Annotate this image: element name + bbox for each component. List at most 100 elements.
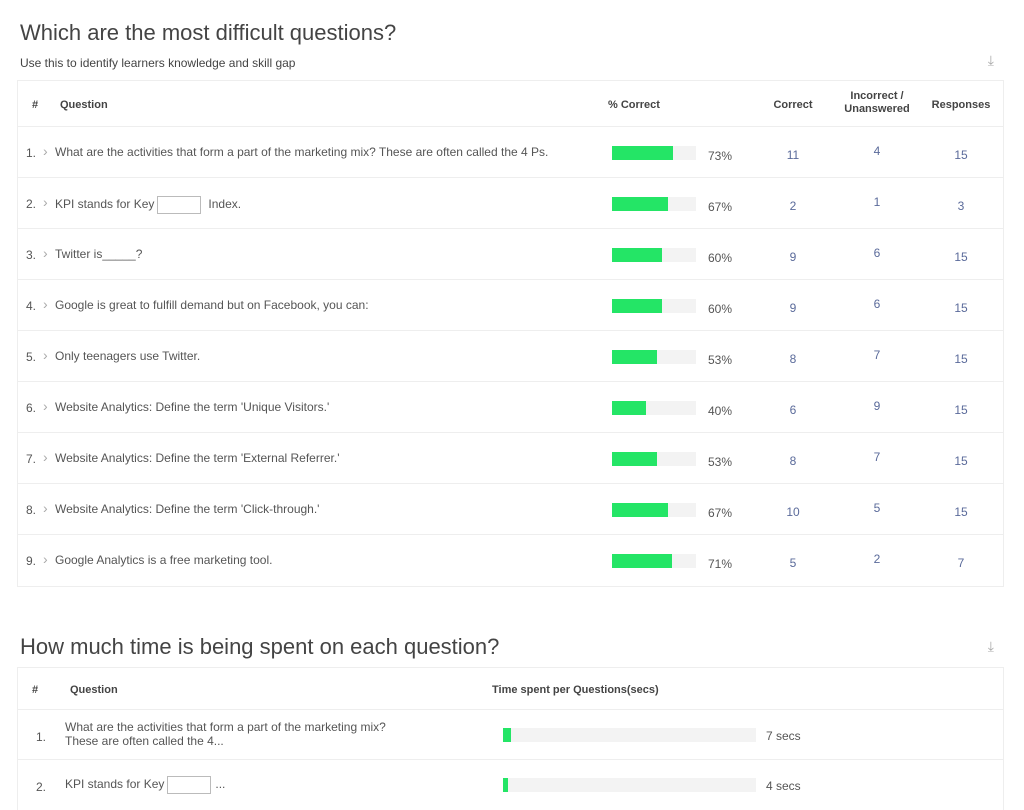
table-header: # Question Time spent per Questions(secs… <box>18 668 1003 710</box>
correct-count[interactable]: 5 <box>789 556 797 570</box>
row-num: 2. <box>26 197 37 211</box>
correct-count[interactable]: 11 <box>786 148 800 162</box>
pct-correct-label: 71% <box>708 557 733 571</box>
difficulty-table: # Question % Correct Correct Incorrect /… <box>17 80 1004 587</box>
correct-count[interactable]: 8 <box>789 352 797 366</box>
table-row[interactable]: 2. › KPI stands for Key Index. 67% 2 1 3 <box>18 178 1003 229</box>
table-row[interactable]: 6. › Website Analytics: Define the term 'U… <box>18 382 1003 433</box>
header-responses[interactable]: Responses <box>931 99 991 111</box>
question-text: What are the activities that form a part… <box>55 145 548 159</box>
pct-correct-label: 73% <box>708 149 733 163</box>
header-incorrect[interactable]: Incorrect / Unanswered <box>844 90 910 115</box>
table-row: 2. KPI stands for Key... 4 secs <box>18 760 1003 810</box>
header-pct-correct[interactable]: % Correct <box>608 99 660 111</box>
pct-correct-bar <box>612 248 696 262</box>
responses-count[interactable]: 15 <box>954 505 968 519</box>
question-label-after: Index. <box>208 197 242 212</box>
chevron-right-icon[interactable]: › <box>43 347 48 363</box>
row-num: 2. <box>36 780 47 794</box>
chevron-right-icon[interactable]: › <box>43 245 48 261</box>
time-label: 4 secs <box>766 779 801 793</box>
blank-field <box>157 196 202 214</box>
question-line: KPI stands for Key... <box>65 776 225 794</box>
question-label: Google Analytics is a free marketing too… <box>55 553 273 567</box>
time-label: 7 secs <box>766 729 801 743</box>
time-bar <box>503 728 756 742</box>
difficulty-title: Which are the most difficult questions? <box>20 20 397 45</box>
download-icon[interactable]: ⤓ <box>987 52 994 68</box>
difficulty-subtitle: Use this to identify learners knowledge … <box>20 56 296 70</box>
question-text: Google Analytics is a free marketing too… <box>55 553 272 567</box>
question-label: What are the activities that form a part… <box>55 145 549 159</box>
pct-correct-label: 60% <box>708 251 733 265</box>
row-num: 6. <box>26 401 37 415</box>
download-icon[interactable]: ⤓ <box>987 638 994 654</box>
chevron-right-icon[interactable]: › <box>43 500 48 516</box>
question-label: Only teenagers use Twitter. <box>55 349 201 363</box>
table-row[interactable]: 8. › Website Analytics: Define the term 'C… <box>18 484 1003 535</box>
question-text: Website Analytics: Define the term 'Clic… <box>55 502 319 516</box>
chevron-right-icon[interactable]: › <box>43 143 48 159</box>
responses-count[interactable]: 15 <box>954 250 968 264</box>
incorrect-count[interactable]: 6 <box>873 297 881 311</box>
question-label: Google is great to fulfill demand but on… <box>55 298 369 312</box>
question-label: Website Analytics: Define the term 'Clic… <box>55 502 320 516</box>
table-row[interactable]: 7. › Website Analytics: Define the term 'E… <box>18 433 1003 484</box>
question-text: KPI stands for Key Index. <box>55 196 241 214</box>
responses-count[interactable]: 15 <box>954 148 968 162</box>
table-row[interactable]: 4. › Google is great to fulfill demand but… <box>18 280 1003 331</box>
time-fill <box>503 778 508 792</box>
correct-count[interactable]: 2 <box>789 199 797 213</box>
responses-count[interactable]: 15 <box>954 301 968 315</box>
pct-correct-fill <box>612 401 646 415</box>
correct-count[interactable]: 6 <box>789 403 797 417</box>
responses-count[interactable]: 15 <box>954 454 968 468</box>
question-text: Google is great to fulfill demand but on… <box>55 298 369 312</box>
pct-correct-label: 53% <box>708 455 733 469</box>
responses-count[interactable]: 7 <box>957 556 965 570</box>
responses-count[interactable]: 3 <box>957 199 965 213</box>
incorrect-count[interactable]: 7 <box>873 348 881 362</box>
header-question: Question <box>60 99 108 111</box>
header-correct[interactable]: Correct <box>773 99 813 111</box>
pct-correct-fill <box>612 554 672 568</box>
table-row[interactable]: 9. › Google Analytics is a free marketing … <box>18 535 1003 586</box>
row-num: 3. <box>26 248 37 262</box>
incorrect-count[interactable]: 1 <box>873 195 881 209</box>
pct-correct-bar <box>612 554 696 568</box>
pct-correct-fill <box>612 146 674 160</box>
time-table: # Question Time spent per Questions(secs… <box>17 667 1004 810</box>
pct-correct-fill <box>612 299 663 313</box>
row-num: 7. <box>26 452 37 466</box>
table-header: # Question % Correct Correct Incorrect /… <box>18 81 1003 127</box>
incorrect-count[interactable]: 9 <box>873 399 881 413</box>
pct-correct-bar <box>612 452 696 466</box>
table-row[interactable]: 5. › Only teenagers use Twitter. 53% 8 7 15 <box>18 331 1003 382</box>
time-bar <box>503 778 756 792</box>
responses-count[interactable]: 15 <box>954 403 968 417</box>
row-num: 1. <box>26 146 37 160</box>
time-fill <box>503 728 512 742</box>
chevron-right-icon[interactable]: › <box>43 551 48 567</box>
correct-count[interactable]: 9 <box>789 250 797 264</box>
header-question: Question <box>70 684 118 696</box>
row-num: 1. <box>36 730 47 744</box>
table-row[interactable]: 1. › What are the activities that form a p… <box>18 127 1003 178</box>
incorrect-count[interactable]: 4 <box>873 144 881 158</box>
question-text: Twitter is_____? <box>55 247 142 261</box>
chevron-right-icon[interactable]: › <box>43 194 48 210</box>
question-line-2: These are often called the 4... <box>65 734 224 748</box>
chevron-right-icon[interactable]: › <box>43 449 48 465</box>
responses-count[interactable]: 15 <box>954 352 968 366</box>
table-row[interactable]: 3. › Twitter is_____? 60% 9 6 15 <box>18 229 1003 280</box>
incorrect-count[interactable]: 2 <box>873 552 881 566</box>
correct-count[interactable]: 8 <box>789 454 797 468</box>
incorrect-count[interactable]: 6 <box>873 246 881 260</box>
chevron-right-icon[interactable]: › <box>43 398 48 414</box>
correct-count[interactable]: 10 <box>786 505 800 519</box>
incorrect-count[interactable]: 7 <box>873 450 881 464</box>
question-label: What are the activities that form a part… <box>65 720 386 734</box>
correct-count[interactable]: 9 <box>789 301 797 315</box>
incorrect-count[interactable]: 5 <box>873 501 881 515</box>
chevron-right-icon[interactable]: › <box>43 296 48 312</box>
